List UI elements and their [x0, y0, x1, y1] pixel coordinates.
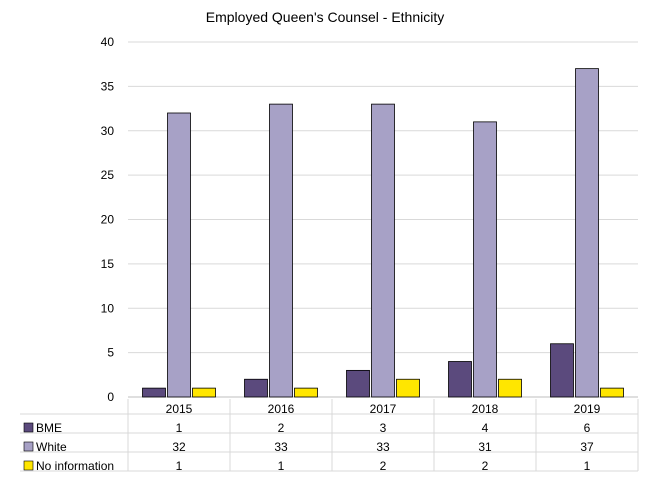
legend-swatch: [23, 460, 34, 471]
bar-no-information-2016: [294, 387, 318, 398]
y-tick-label: 20: [101, 213, 115, 227]
x-tick-label: 2015: [166, 402, 193, 416]
legend-label: BME: [36, 421, 62, 435]
data-table-cell: 33: [376, 440, 390, 454]
y-tick-label: 30: [101, 124, 115, 138]
bar-white-2018: [473, 121, 497, 398]
data-table-cell: 2: [380, 459, 387, 473]
bar-white-2015: [167, 112, 191, 398]
data-table-cell: 1: [278, 459, 285, 473]
y-tick-label: 0: [107, 390, 114, 404]
bar-white-2019: [575, 68, 599, 398]
bar-bme-2019: [550, 343, 574, 398]
data-table: 2015 2016 2017 2018 2019 BME 1 2 3 4 6 White 32 33 33 3…: [20, 399, 639, 473]
legend-label: White: [36, 440, 67, 454]
x-tick-label: 2017: [370, 402, 397, 416]
bar-bme-2017: [346, 369, 370, 398]
x-tick-label: 2019: [574, 402, 601, 416]
bar-white-2016: [269, 103, 293, 398]
bar-white-2017: [371, 103, 395, 398]
legend-swatch: [23, 441, 34, 452]
legend-label: No information: [36, 459, 114, 473]
data-table-cell: 1: [176, 421, 183, 435]
data-table-cell: 4: [482, 421, 489, 435]
bar-no-information-2019: [600, 387, 624, 398]
x-tick-label: 2018: [472, 402, 499, 416]
y-tick-label: 25: [101, 168, 115, 182]
data-table-cell: 32: [172, 440, 186, 454]
y-tick-label: 5: [107, 346, 114, 360]
data-table-cell: 2: [482, 459, 489, 473]
bar-no-information-2018: [498, 378, 522, 398]
y-tick-label: 15: [101, 257, 115, 271]
bar-bme-2018: [448, 361, 472, 398]
x-tick-label: 2016: [268, 402, 295, 416]
data-table-cell: 2: [278, 421, 285, 435]
y-tick-label: 40: [101, 35, 115, 49]
bars: [142, 68, 624, 398]
data-table-cell: 3: [380, 421, 387, 435]
bar-no-information-2015: [192, 387, 216, 398]
data-table-cell: 1: [176, 459, 183, 473]
y-tick-label: 10: [101, 301, 115, 315]
bar-no-information-2017: [396, 378, 420, 398]
data-table-cell: 1: [584, 459, 591, 473]
bar-bme-2016: [244, 378, 268, 398]
data-table-cell: 33: [274, 440, 288, 454]
y-axis: 0 5 10 15 20 25 30 35 40: [101, 35, 115, 404]
chart-title: Employed Queen's Counsel - Ethnicity: [205, 9, 445, 25]
legend-swatch: [23, 422, 34, 433]
data-table-cell: 6: [584, 421, 591, 435]
data-table-cell: 37: [580, 440, 594, 454]
data-table-cell: 31: [478, 440, 492, 454]
y-tick-label: 35: [101, 79, 115, 93]
bar-bme-2015: [142, 387, 166, 398]
